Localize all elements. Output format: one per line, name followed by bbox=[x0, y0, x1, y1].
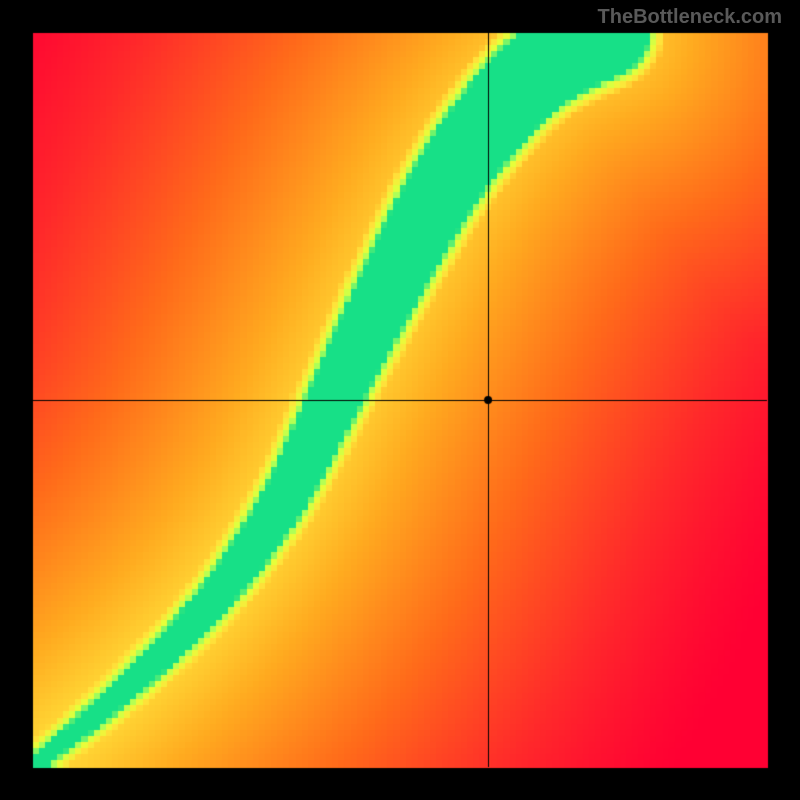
figure-container: TheBottleneck.com bbox=[0, 0, 800, 800]
bottleneck-heatmap-canvas bbox=[0, 0, 800, 800]
watermark-text: TheBottleneck.com bbox=[598, 6, 782, 29]
